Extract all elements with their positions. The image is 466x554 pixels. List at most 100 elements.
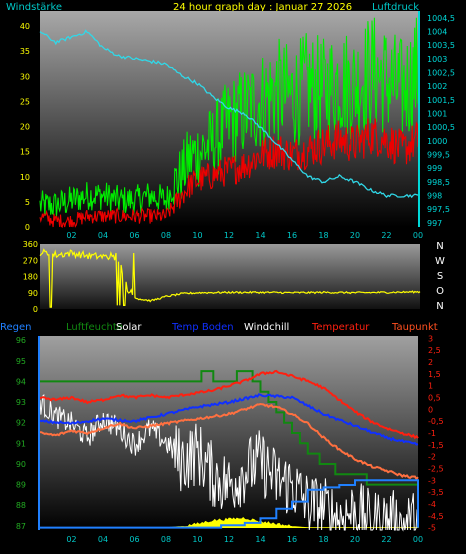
legend-solar: Solar [116, 322, 142, 333]
legend-humidity: Luftfeuchte [66, 322, 123, 333]
pressure-tick: 998,5 [427, 178, 450, 187]
climate-hour-tick: 10 [192, 535, 202, 544]
wind-hour-tick: 16 [287, 231, 297, 240]
wind-chart: 0 5 10 15 20 25 30 35 40 997 997,5 998 998,5 999 999,5… [20, 11, 455, 240]
pressure-tick: 997 [427, 219, 442, 228]
compass-label: W [435, 256, 445, 267]
climate-hour-tick: 14 [255, 535, 265, 544]
wind-strength-label: Windstärke [6, 2, 62, 13]
humidity-tick: 89 [16, 481, 26, 490]
legend-windchill: Windchill [244, 322, 289, 333]
climate-hour-tick: 20 [350, 535, 360, 544]
humidity-tick: 96 [16, 336, 26, 345]
pressure-tick: 1004 [427, 28, 447, 37]
direction-panel [40, 244, 420, 309]
temperature-tick: 2,5 [428, 346, 441, 355]
pressure-tick: 998 [427, 192, 442, 201]
wind-tick: 0 [25, 223, 30, 232]
wind-tick: 40 [20, 22, 30, 31]
wind-tick: 35 [20, 47, 30, 56]
wind-hour-tick: 08 [161, 231, 171, 240]
humidity-tick: 91 [16, 439, 26, 448]
legend: Regen Luftfeuchte Solar Temp Boden Windc… [0, 322, 438, 333]
climate-hour-tick: 12 [224, 535, 234, 544]
temp-ground-line [39, 393, 419, 446]
wind-hour-tick: 10 [192, 231, 202, 240]
direction-tick: 180 [23, 273, 38, 282]
compass-label: N [436, 301, 443, 312]
pressure-tick: 1003,5 [427, 41, 455, 50]
pressure-tick: 1002 [427, 82, 447, 91]
humidity-tick: 90 [16, 460, 26, 469]
climate-hour-tick: 04 [98, 535, 108, 544]
temperature-line [39, 369, 419, 440]
temperature-tick: -1 [428, 429, 436, 438]
climate-chart: 87 88 89 90 91 92 93 94 95 96 3 2,5 2 1,5 1 0,5 0 -0,5 -1 -… [16, 334, 444, 544]
wind-hour-tick: 06 [129, 231, 139, 240]
pressure-tick: 1004,5 [427, 14, 455, 23]
temperature-tick: 1 [428, 382, 433, 391]
chart-title: 24 hour graph day : Januar 27 2026 [173, 2, 352, 13]
climate-panel [40, 336, 418, 530]
temperature-tick: -3 [428, 476, 436, 485]
temperature-tick: 3 [428, 334, 433, 343]
temperature-tick: -3,5 [428, 488, 444, 497]
rain-line [40, 479, 419, 529]
pressure-tick: 1003 [427, 55, 447, 64]
wind-tick: 30 [20, 72, 30, 81]
pressure-tick: 999,5 [427, 151, 450, 160]
wind-gust-line [39, 17, 419, 217]
compass-label: N [436, 241, 443, 252]
legend-dewpoint: Taupunkt [391, 322, 438, 333]
legend-temp-ground: Temp Boden [171, 322, 234, 333]
wind-tick: 10 [20, 173, 30, 182]
wind-tick: 20 [20, 123, 30, 132]
humidity-tick: 92 [16, 419, 26, 428]
pressure-tick: 1001 [427, 110, 447, 119]
dewpoint-line [39, 402, 419, 481]
wind-hour-tick: 18 [318, 231, 328, 240]
wind-average-line [39, 118, 419, 228]
legend-rain: Regen [0, 322, 32, 333]
compass-label: O [436, 286, 444, 297]
direction-tick: 360 [23, 240, 38, 249]
temperature-tick: 1,5 [428, 370, 441, 379]
climate-hour-tick: 22 [381, 535, 391, 544]
wind-hour-tick: 12 [224, 231, 234, 240]
direction-tick: 270 [23, 256, 38, 265]
pressure-line [39, 29, 419, 199]
climate-hour-tick: 16 [287, 535, 297, 544]
direction-tick: 0 [33, 305, 38, 314]
pressure-label: Luftdruck [372, 2, 419, 13]
pressure-tick: 1000,5 [427, 123, 455, 132]
temperature-tick: 2 [428, 358, 433, 367]
wind-tick: 5 [25, 198, 30, 207]
wind-direction-line [39, 248, 421, 308]
temperature-tick: -4,5 [428, 512, 444, 521]
pressure-tick: 1002,5 [427, 69, 455, 78]
temperature-tick: -2,5 [428, 464, 444, 473]
pressure-tick: 999 [427, 164, 442, 173]
climate-hour-tick: 02 [66, 535, 76, 544]
humidity-line [40, 370, 418, 486]
temperature-tick: 0 [428, 405, 433, 414]
wind-hour-tick: 00 [413, 231, 423, 240]
wind-hour-tick: 04 [98, 231, 108, 240]
humidity-tick: 93 [16, 398, 26, 407]
pressure-tick: 1001,5 [427, 96, 455, 105]
humidity-tick: 95 [16, 357, 26, 366]
wind-hour-tick: 22 [381, 231, 391, 240]
wind-tick: 15 [20, 148, 30, 157]
wind-hour-tick: 14 [255, 231, 265, 240]
temperature-tick: -4 [428, 500, 436, 509]
pressure-tick: 997,5 [427, 205, 450, 214]
humidity-tick: 87 [16, 522, 26, 531]
legend-temperature: Temperatur [311, 322, 370, 333]
temperature-tick: -0,5 [428, 417, 444, 426]
climate-hour-tick: 06 [129, 535, 139, 544]
temperature-tick: -5 [428, 524, 436, 533]
temperature-tick: -2 [428, 453, 436, 462]
climate-hour-tick: 08 [161, 535, 171, 544]
